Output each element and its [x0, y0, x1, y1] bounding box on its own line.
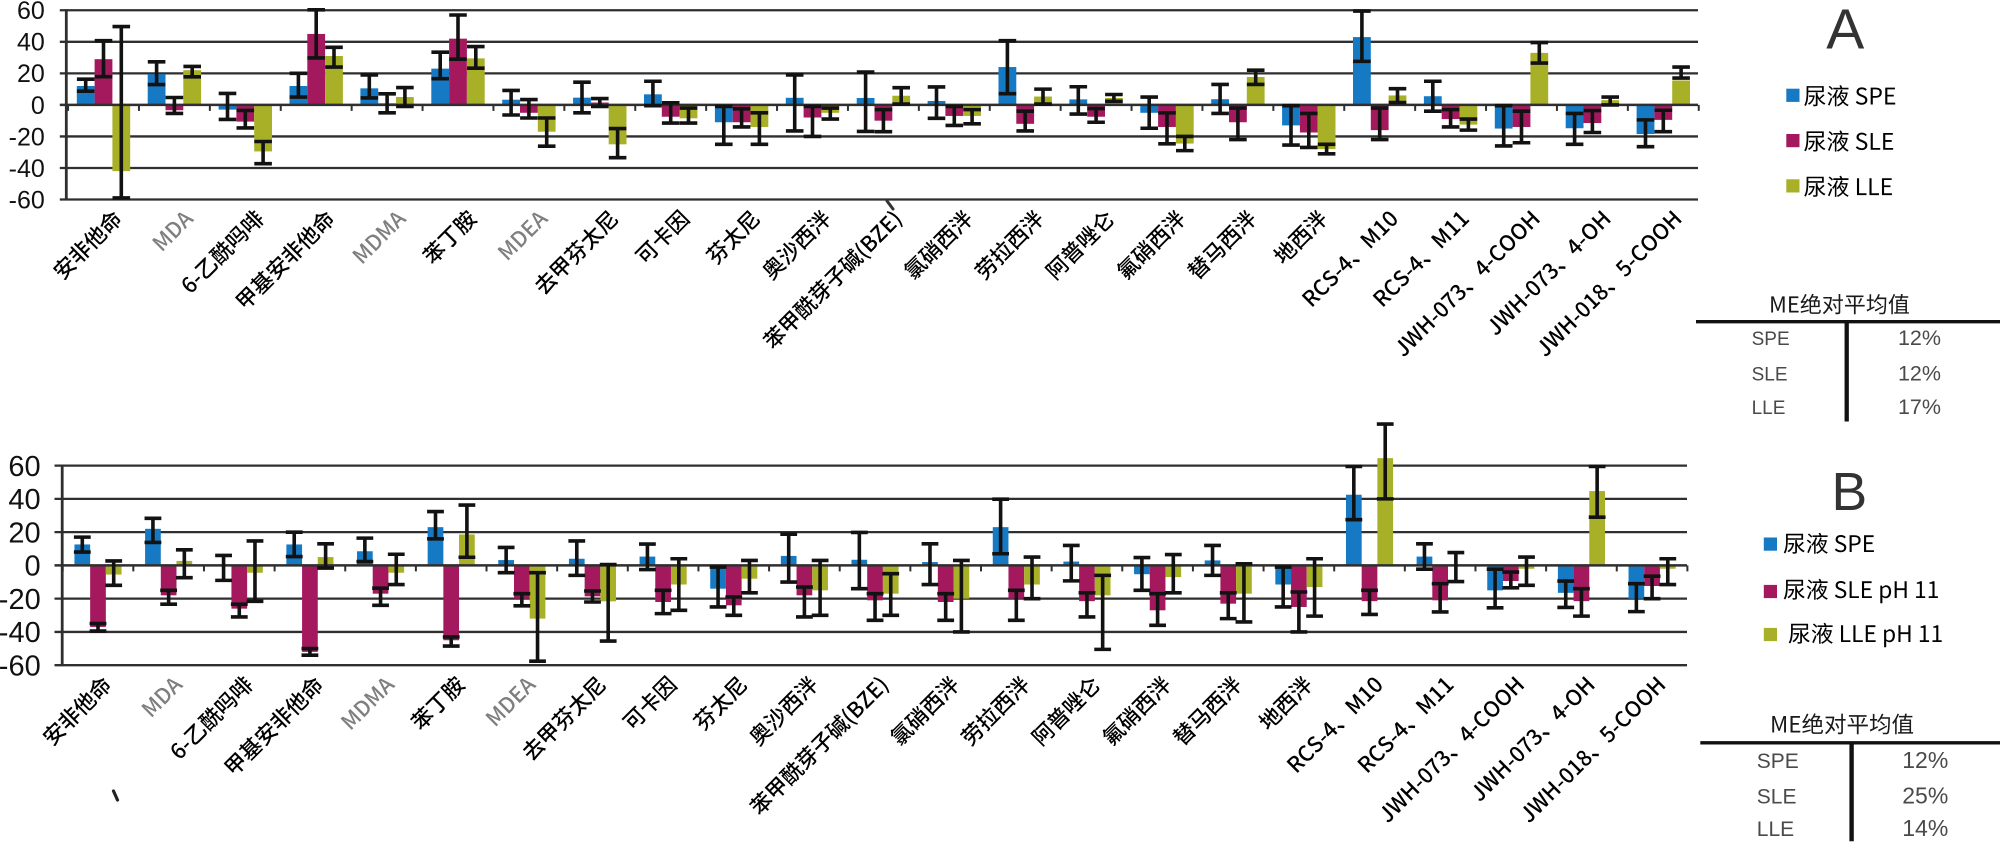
svg-text:20: 20 — [17, 60, 45, 88]
svg-text:A: A — [1826, 0, 1864, 61]
svg-text:12%: 12% — [1898, 326, 1941, 350]
svg-text:60: 60 — [17, 0, 45, 25]
svg-text:20: 20 — [8, 517, 40, 549]
svg-text:B: B — [1832, 463, 1868, 522]
svg-text:LLE: LLE — [1757, 818, 1794, 841]
svg-text:SLE: SLE — [1757, 785, 1797, 808]
svg-text:LLE: LLE — [1752, 398, 1786, 419]
svg-text:12%: 12% — [1898, 362, 1941, 386]
svg-text:25%: 25% — [1902, 782, 1948, 808]
svg-text:-60: -60 — [0, 651, 41, 683]
svg-text:-60: -60 — [9, 186, 45, 214]
svg-text:14%: 14% — [1902, 815, 1948, 841]
svg-text:40: 40 — [8, 484, 40, 516]
svg-text:12%: 12% — [1902, 747, 1948, 773]
svg-text:-20: -20 — [0, 584, 41, 616]
svg-text:60: 60 — [8, 451, 40, 483]
svg-text:-40: -40 — [0, 617, 41, 649]
svg-text:0: 0 — [31, 92, 45, 120]
svg-text:-20: -20 — [9, 123, 45, 151]
svg-text:17%: 17% — [1898, 395, 1941, 419]
svg-text:0: 0 — [25, 551, 41, 583]
svg-text:SPE: SPE — [1757, 750, 1799, 773]
svg-text:40: 40 — [17, 29, 45, 57]
svg-text:-40: -40 — [9, 155, 45, 183]
svg-text:SLE: SLE — [1752, 365, 1788, 386]
svg-text:SPE: SPE — [1752, 329, 1790, 350]
